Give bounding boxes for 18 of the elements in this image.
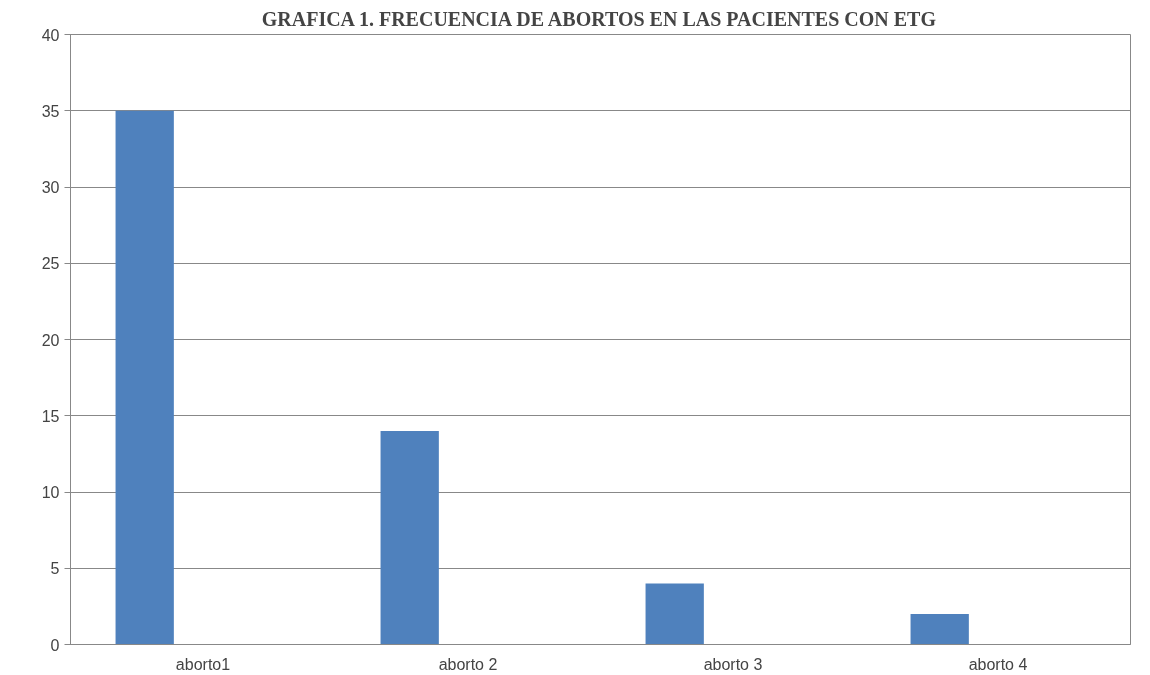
y-tick-label: 5 [50,560,60,578]
x-tick-label: aborto1 [175,655,231,673]
chart-title: GRAFICA 1. FRECUENCIA DE ABORTOS EN LAS PACIENTES CON ETG [261,7,937,30]
x-tick-label: aborto 4 [968,655,1028,673]
y-tick-label: 15 [41,407,60,425]
y-tick-label: 10 [41,484,60,501]
y-tick-label: 25 [41,255,60,273]
bar [645,583,704,645]
bar [910,614,969,645]
y-tick-label: 30 [41,179,60,196]
bar [380,431,439,645]
y-tick-label: 0 [50,636,60,654]
x-tick-label: aborto 3 [703,655,763,673]
y-tick-label: 35 [41,102,60,120]
bar [115,110,174,645]
y-tick-label: 20 [41,331,60,349]
x-tick-label: aborto 2 [438,655,498,673]
y-tick-label: 40 [41,26,60,44]
